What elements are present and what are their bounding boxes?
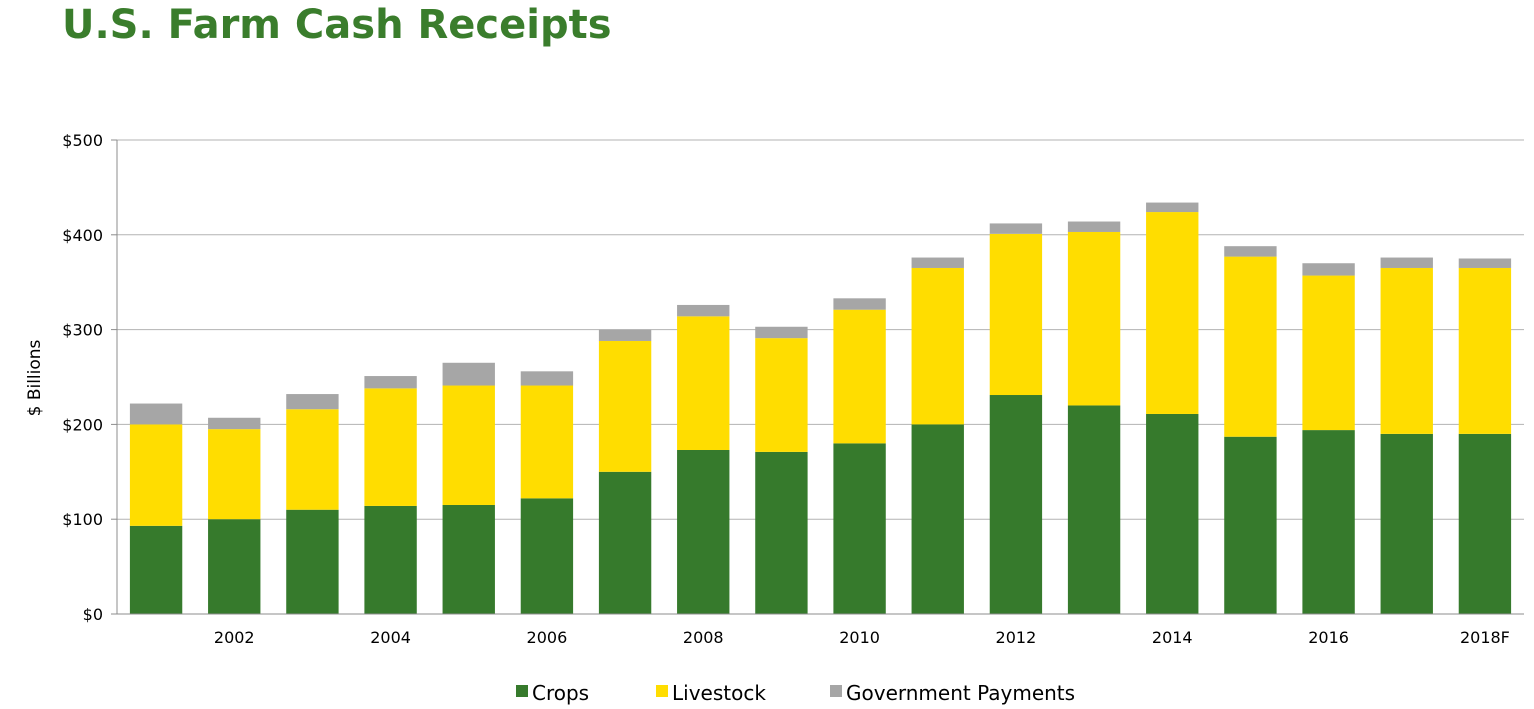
bar-government-payments-2014 (1146, 202, 1199, 213)
y-axis-title: $ Billions (25, 339, 45, 416)
bar-livestock-2002 (208, 429, 261, 520)
bar-crops-2013 (1067, 405, 1121, 614)
bar-government-payments-2016 (1302, 263, 1355, 276)
x-tick-label: 2002 (214, 628, 255, 647)
y-tick-label: $0 (83, 605, 103, 624)
y-tick-label: $100 (62, 510, 103, 529)
bar-livestock-2003 (286, 409, 339, 510)
bar-government-payments-2005 (442, 362, 495, 386)
axes: $0 $100 $200 $300 $400 $500 2002 2004 2006 2008 20… (62, 131, 1524, 647)
x-tick-label: 2018F (1460, 628, 1510, 647)
gridlines (117, 139, 1524, 520)
bar-government-payments-2007 (598, 329, 652, 341)
x-tick-label: 2012 (996, 628, 1037, 647)
legend-label-crops: Crops (532, 681, 589, 705)
bar-crops-2018f (1458, 433, 1512, 614)
bar-livestock-2016 (1302, 275, 1355, 431)
bar-livestock-2001 (129, 424, 183, 526)
bar-government-payments-2006 (520, 371, 574, 386)
bar-livestock-2015 (1224, 256, 1277, 437)
bar-crops-2004 (364, 505, 417, 614)
x-tick-label: 2006 (527, 628, 568, 647)
y-tick-label: $500 (62, 131, 103, 150)
y-tick-label: $200 (62, 415, 103, 434)
bar-livestock-2018f (1458, 267, 1512, 434)
bar-government-payments-2017 (1380, 257, 1433, 268)
y-tick-label: $400 (62, 226, 103, 245)
legend-swatch-crops (516, 685, 528, 697)
bar-government-payments-2018f (1458, 258, 1512, 268)
bar-crops-2014 (1146, 413, 1199, 614)
bar-livestock-2009 (755, 338, 808, 452)
x-tick-label: 2010 (839, 628, 880, 647)
legend: Crops Livestock Government Payments (516, 681, 1075, 705)
bar-crops-2016 (1302, 430, 1355, 614)
bar-livestock-2005 (442, 385, 495, 505)
bar-government-payments-2001 (129, 403, 183, 425)
legend-label-livestock: Livestock (672, 681, 766, 705)
bar-crops-2012 (989, 395, 1043, 614)
bar-crops-2015 (1224, 436, 1277, 614)
bar-crops-2011 (911, 424, 964, 614)
bar-crops-2010 (833, 443, 886, 614)
legend-swatch-livestock (656, 685, 668, 697)
bar-government-payments-2003 (286, 394, 339, 410)
y-tick-label: $300 (62, 321, 103, 340)
bar-government-payments-2009 (755, 326, 808, 339)
bar-government-payments-2012 (989, 223, 1043, 234)
bar-livestock-2011 (911, 267, 964, 425)
bar-livestock-2013 (1067, 231, 1121, 406)
bar-livestock-2014 (1146, 212, 1199, 414)
bar-livestock-2004 (364, 388, 417, 506)
bar-government-payments-2004 (364, 376, 417, 389)
bar-government-payments-2013 (1067, 221, 1121, 232)
legend-swatch-government-payments (830, 685, 842, 697)
bar-crops-2001 (129, 525, 183, 614)
bar-livestock-2007 (598, 340, 652, 472)
x-tick-label: 2004 (370, 628, 411, 647)
x-tick-label: 2008 (683, 628, 724, 647)
bar-crops-2003 (286, 509, 339, 614)
bar-crops-2005 (442, 504, 495, 614)
bar-livestock-2008 (677, 316, 730, 450)
bar-crops-2017 (1380, 433, 1433, 614)
bar-crops-2008 (677, 450, 730, 614)
bar-crops-2009 (755, 451, 808, 614)
bar-crops-2006 (520, 498, 574, 614)
bar-government-payments-2010 (833, 298, 886, 310)
bar-livestock-2012 (989, 233, 1043, 396)
bar-livestock-2006 (520, 385, 574, 499)
bars (129, 202, 1512, 614)
bar-government-payments-2002 (208, 417, 261, 430)
legend-label-government-payments: Government Payments (846, 681, 1075, 705)
x-tick-label: 2014 (1152, 628, 1193, 647)
page-title: U.S. Farm Cash Receipts (62, 2, 612, 48)
bar-crops-2007 (598, 471, 652, 614)
bar-government-payments-2015 (1224, 246, 1277, 257)
bar-crops-2002 (208, 519, 261, 614)
bar-government-payments-2008 (677, 304, 730, 317)
bar-government-payments-2011 (911, 257, 964, 268)
bar-livestock-2017 (1380, 267, 1433, 434)
bar-livestock-2010 (833, 309, 886, 444)
x-tick-label: 2016 (1308, 628, 1349, 647)
